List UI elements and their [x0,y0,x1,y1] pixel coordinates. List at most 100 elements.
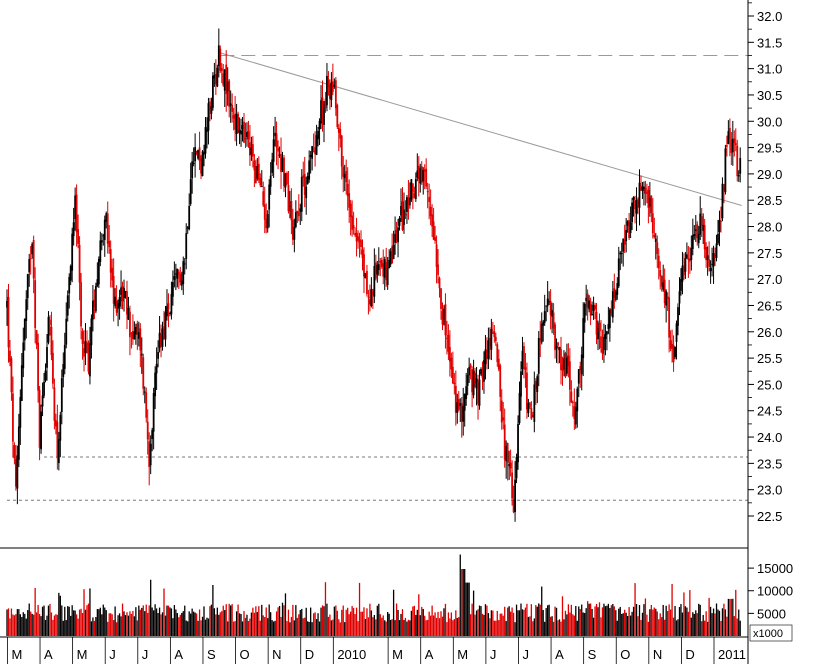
candle [374,254,377,281]
candle [423,164,426,190]
candle [72,207,75,246]
candle [351,200,354,237]
candle [117,299,119,327]
candle [331,63,334,96]
candle [488,327,491,360]
candle [497,349,500,372]
candle [26,273,29,310]
candle [189,162,192,206]
candle [151,427,154,452]
month-label: M [457,647,468,662]
candle [727,120,730,145]
volume-tick-label: 10000 [757,584,793,599]
candle [339,122,342,148]
candle [232,107,235,131]
candle [7,283,10,363]
candle [531,411,534,418]
candle [554,322,556,359]
candle [272,126,275,178]
candle [237,111,239,134]
candle [471,366,474,408]
candle [472,359,475,399]
candle [703,218,706,259]
candle [432,207,435,241]
month-label: A [425,647,434,662]
candle [592,296,595,320]
candle [75,184,78,247]
candle [422,167,425,195]
candle [669,330,672,352]
candle [334,76,337,116]
candle [108,224,111,254]
candle [259,173,262,188]
candle [680,268,682,296]
candle [136,320,139,350]
candle [17,413,20,468]
candle [622,238,625,267]
candle [694,215,697,242]
candle [281,151,284,173]
candle [177,269,180,290]
candle [527,398,530,418]
candle [229,90,232,123]
candle [96,262,99,288]
candle [613,273,616,309]
price-tick-label: 25.0 [757,377,782,392]
candle [130,331,133,349]
candle [417,156,420,197]
candle [246,122,248,147]
candle [309,150,312,174]
candle [358,232,361,258]
candle [303,156,306,208]
candle [86,330,88,354]
candle [678,277,681,316]
candle [739,147,742,183]
candle [238,117,241,145]
candle [475,366,478,406]
candle [12,376,14,458]
candle [663,268,666,309]
candle [43,372,45,399]
candle [647,186,650,224]
candle [533,371,536,433]
candle [632,196,635,217]
candle [640,175,642,191]
candle [441,302,444,331]
candle [603,323,605,363]
candle [369,284,371,312]
candle [386,257,389,290]
candle [167,293,170,328]
candle [690,235,693,271]
price-tick-label: 31.5 [757,35,782,50]
price-tick-label: 30.0 [757,114,782,129]
candle [143,386,146,404]
candle [604,324,607,356]
candle [712,245,715,284]
candle [724,144,727,195]
candle [9,339,11,367]
candle [20,353,23,402]
candle [403,192,405,234]
candle [671,329,673,363]
candle [275,121,278,166]
candle [708,241,711,272]
candle [160,324,162,358]
candle [293,218,296,253]
month-label: D [305,647,314,662]
candle [454,370,457,426]
candle [50,311,53,361]
candle [558,346,561,364]
candle [94,282,97,314]
candle [595,302,598,345]
candle [737,170,740,182]
candle [109,240,112,288]
candle [697,225,700,249]
candle [127,296,130,321]
candle [99,231,102,267]
candle [589,297,592,326]
candle [431,204,434,237]
candle [176,268,179,288]
candle [409,182,411,209]
candle [197,149,199,160]
candle [290,188,293,235]
